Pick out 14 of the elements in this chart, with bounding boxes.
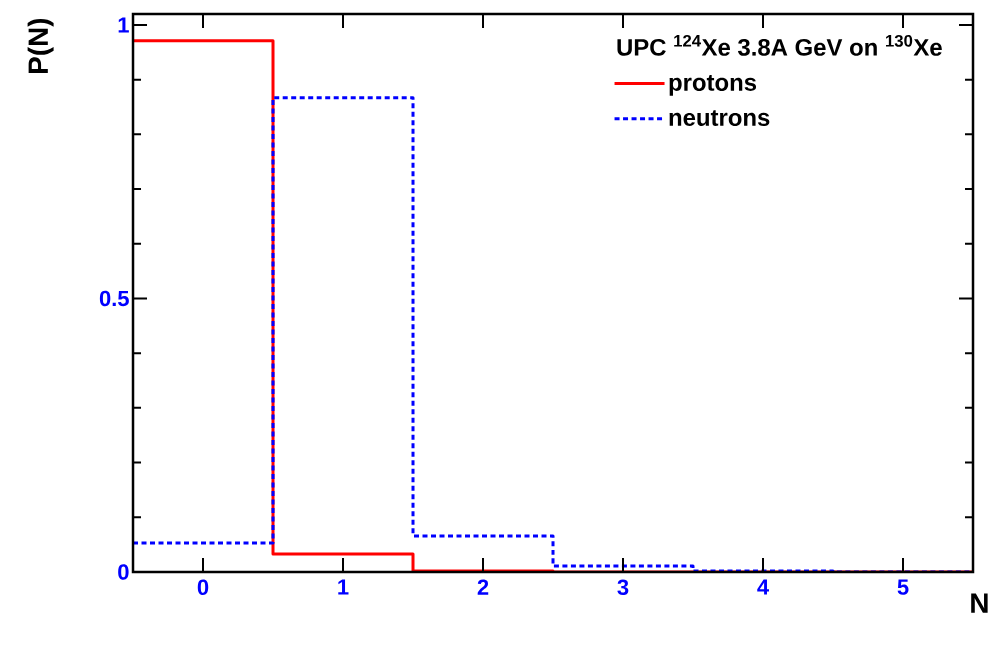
x-tick-label: 5 <box>897 579 909 595</box>
x-axis-title: N <box>971 593 988 613</box>
y-axis-title: P(N) <box>27 18 54 73</box>
x-tick-label: 4 <box>757 579 769 595</box>
legend-label: protons <box>669 75 757 96</box>
x-tick-label: 1 <box>338 579 349 595</box>
x-tick-label: 0 <box>197 579 209 596</box>
y-tick-label: 0.5 <box>99 290 129 307</box>
x-tick-label: 2 <box>477 579 489 595</box>
legend-label: neutrons <box>669 110 770 126</box>
x-tick-label: 3 <box>617 579 629 596</box>
y-tick-label: 1 <box>118 17 129 33</box>
legend-title: UPC $^{124}$Xe 3.8A GeV on $^{130}$Xe <box>617 34 942 56</box>
y-tick-label: 0 <box>118 564 129 580</box>
